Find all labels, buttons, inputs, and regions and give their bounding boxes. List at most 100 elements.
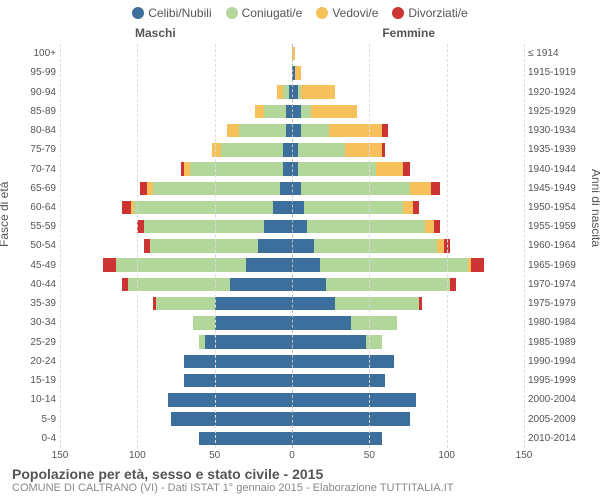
male-bar — [60, 162, 292, 175]
bar-segment — [122, 201, 131, 214]
age-label: 5-9 — [42, 414, 60, 425]
population-pyramid-chart: Celibi/NubiliConiugati/eVedovi/eDivorzia… — [0, 0, 600, 500]
bar-segment — [295, 66, 301, 79]
bar-segment — [382, 124, 388, 137]
age-label: 15-19 — [30, 375, 60, 386]
bar-segment — [326, 278, 450, 291]
bar-segment — [471, 258, 483, 271]
female-bar — [292, 47, 524, 60]
x-tick-label: 50 — [209, 448, 220, 461]
age-label: 100+ — [33, 48, 60, 59]
male-bar — [60, 124, 292, 137]
female-bar — [292, 432, 524, 445]
male-bar — [60, 355, 292, 368]
female-bar — [292, 124, 524, 137]
birth-year-label: 1990-1994 — [524, 356, 576, 367]
legend-label: Divorziati/e — [408, 6, 467, 20]
birth-year-label: 1985-1989 — [524, 337, 576, 348]
age-label: 95-99 — [30, 67, 60, 78]
grid-line — [60, 44, 61, 448]
x-tick-label: 50 — [364, 448, 375, 461]
x-tick-label: 150 — [516, 448, 533, 461]
birth-year-label: 1970-1974 — [524, 279, 576, 290]
bar-segment — [292, 278, 326, 291]
bar-segment — [292, 258, 320, 271]
age-label: 90-94 — [30, 87, 60, 98]
legend-label: Coniugati/e — [242, 6, 303, 20]
male-bar — [60, 143, 292, 156]
birth-year-label: 1995-1999 — [524, 375, 576, 386]
bar-segment — [304, 201, 403, 214]
bar-segment — [184, 355, 292, 368]
bar-segment — [298, 162, 375, 175]
plot-area: 100+≤ 191495-991915-191990-941920-192485… — [60, 44, 524, 448]
legend-item: Divorziati/e — [392, 6, 467, 20]
bar-segment — [156, 297, 215, 310]
birth-year-label: 2010-2014 — [524, 433, 576, 444]
age-label: 60-64 — [30, 202, 60, 213]
birth-year-label: 1950-1954 — [524, 202, 576, 213]
birth-year-label: 1960-1964 — [524, 240, 576, 251]
bar-segment — [258, 239, 292, 252]
chart-footer: Popolazione per età, sesso e stato civil… — [12, 466, 588, 494]
female-label: Femmine — [382, 26, 435, 40]
legend-item: Vedovi/e — [316, 6, 378, 20]
bar-segment — [301, 182, 409, 195]
grid-line — [215, 44, 216, 448]
male-bar — [60, 393, 292, 406]
male-bar — [60, 182, 292, 195]
male-bar — [60, 105, 292, 118]
bar-segment — [255, 105, 264, 118]
x-tick-label: 100 — [129, 448, 146, 461]
age-label: 35-39 — [30, 298, 60, 309]
bar-segment — [403, 201, 412, 214]
male-bar — [60, 239, 292, 252]
bar-segment — [280, 182, 292, 195]
birth-year-label: 1915-1919 — [524, 67, 576, 78]
male-bar — [60, 412, 292, 425]
bar-segment — [434, 220, 440, 233]
bar-segment — [298, 143, 344, 156]
grid-line — [369, 44, 370, 448]
female-bar — [292, 335, 524, 348]
bar-segment — [311, 105, 357, 118]
bar-segment — [292, 105, 301, 118]
bar-segment — [264, 105, 286, 118]
male-bar — [60, 220, 292, 233]
age-label: 55-59 — [30, 221, 60, 232]
male-label: Maschi — [135, 26, 176, 40]
female-bar — [292, 66, 524, 79]
female-bar — [292, 239, 524, 252]
male-bar — [60, 374, 292, 387]
bar-segment — [292, 297, 335, 310]
bar-segment — [425, 220, 434, 233]
bar-segment — [171, 412, 292, 425]
bar-segment — [410, 182, 432, 195]
age-label: 0-4 — [42, 433, 60, 444]
bar-segment — [190, 162, 283, 175]
x-tick-label: 150 — [52, 448, 69, 461]
bar-segment — [116, 258, 246, 271]
female-bar — [292, 297, 524, 310]
birth-year-label: ≤ 1914 — [524, 48, 559, 59]
bar-segment — [351, 316, 397, 329]
age-label: 80-84 — [30, 125, 60, 136]
legend-label: Vedovi/e — [332, 6, 378, 20]
bar-segment — [227, 124, 239, 137]
birth-year-label: 1940-1944 — [524, 164, 576, 175]
bar-segment — [292, 335, 366, 348]
bar-segment — [345, 143, 382, 156]
legend-swatch — [392, 7, 404, 19]
bar-segment — [419, 297, 422, 310]
bar-segment — [292, 201, 304, 214]
age-label: 45-49 — [30, 260, 60, 271]
bar-segment — [301, 85, 335, 98]
grid-line — [137, 44, 138, 448]
bar-segment — [153, 182, 280, 195]
bar-segment — [292, 432, 382, 445]
female-bar — [292, 143, 524, 156]
legend: Celibi/NubiliConiugati/eVedovi/eDivorzia… — [0, 6, 600, 20]
age-label: 30-34 — [30, 317, 60, 328]
bar-segment — [450, 278, 456, 291]
age-label: 10-14 — [30, 394, 60, 405]
